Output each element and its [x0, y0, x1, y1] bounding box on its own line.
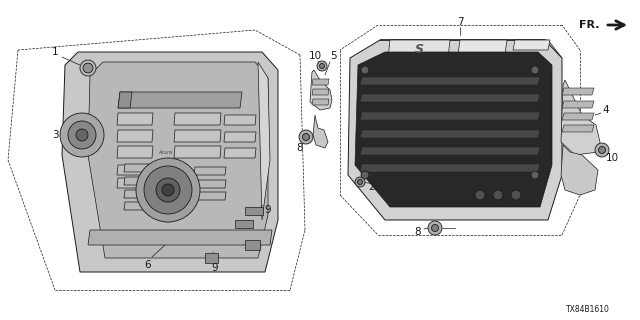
Text: 8: 8 — [297, 143, 303, 153]
Polygon shape — [88, 230, 272, 245]
Polygon shape — [312, 89, 329, 95]
Text: TX84B1610: TX84B1610 — [566, 306, 610, 315]
Circle shape — [319, 63, 324, 68]
Circle shape — [299, 130, 313, 144]
Text: 9: 9 — [212, 263, 218, 273]
Polygon shape — [348, 40, 562, 220]
Circle shape — [80, 60, 96, 76]
Polygon shape — [245, 240, 260, 250]
Polygon shape — [174, 130, 221, 142]
Polygon shape — [117, 113, 153, 125]
Circle shape — [68, 121, 96, 149]
Polygon shape — [118, 92, 132, 108]
Circle shape — [598, 147, 605, 154]
Text: 8: 8 — [415, 227, 421, 237]
Circle shape — [156, 178, 180, 202]
Polygon shape — [194, 167, 226, 175]
Polygon shape — [360, 94, 540, 102]
Circle shape — [431, 225, 438, 231]
Polygon shape — [224, 132, 256, 142]
Circle shape — [531, 171, 539, 179]
Polygon shape — [117, 130, 153, 142]
Circle shape — [475, 190, 485, 200]
Text: 4: 4 — [603, 105, 609, 115]
Circle shape — [83, 63, 93, 73]
Polygon shape — [313, 115, 328, 148]
Polygon shape — [118, 92, 242, 108]
Polygon shape — [194, 192, 226, 200]
Polygon shape — [310, 70, 332, 110]
Circle shape — [144, 166, 192, 214]
Circle shape — [162, 184, 174, 196]
Circle shape — [355, 177, 365, 187]
Polygon shape — [124, 190, 149, 198]
Polygon shape — [235, 220, 253, 228]
Polygon shape — [458, 40, 507, 54]
Circle shape — [60, 113, 104, 157]
Text: FR.: FR. — [579, 20, 600, 30]
Polygon shape — [258, 62, 270, 220]
Circle shape — [428, 221, 442, 235]
Circle shape — [358, 180, 362, 185]
Text: 5: 5 — [330, 51, 336, 61]
Circle shape — [317, 61, 327, 71]
Polygon shape — [561, 80, 600, 155]
Polygon shape — [194, 180, 226, 188]
Circle shape — [511, 190, 521, 200]
Polygon shape — [388, 40, 450, 58]
Polygon shape — [562, 113, 594, 120]
Polygon shape — [312, 79, 329, 85]
Polygon shape — [124, 164, 149, 172]
Polygon shape — [360, 77, 540, 85]
Text: S: S — [415, 43, 424, 55]
Text: 10: 10 — [308, 51, 321, 61]
Circle shape — [303, 133, 310, 140]
Circle shape — [136, 158, 200, 222]
Text: 3: 3 — [52, 130, 58, 140]
Circle shape — [493, 190, 503, 200]
Circle shape — [361, 66, 369, 74]
Polygon shape — [562, 88, 594, 95]
Polygon shape — [117, 165, 161, 175]
Circle shape — [595, 143, 609, 157]
Polygon shape — [117, 178, 161, 188]
Circle shape — [361, 171, 369, 179]
Circle shape — [531, 66, 539, 74]
Polygon shape — [561, 145, 598, 195]
Text: 1: 1 — [52, 47, 58, 57]
Text: 9: 9 — [265, 205, 271, 215]
Text: 10: 10 — [605, 153, 619, 163]
Text: 2: 2 — [369, 182, 375, 192]
Polygon shape — [513, 40, 550, 50]
Polygon shape — [205, 253, 218, 263]
Polygon shape — [360, 164, 540, 172]
Polygon shape — [360, 147, 540, 155]
Polygon shape — [562, 125, 594, 132]
Polygon shape — [62, 52, 278, 272]
Polygon shape — [124, 177, 149, 185]
Text: Acura: Acura — [158, 149, 172, 155]
Text: 6: 6 — [145, 260, 151, 270]
Polygon shape — [355, 52, 552, 207]
Polygon shape — [562, 101, 594, 108]
Polygon shape — [224, 148, 256, 158]
Polygon shape — [245, 207, 263, 215]
Polygon shape — [380, 40, 562, 58]
Polygon shape — [360, 112, 540, 120]
Text: 7: 7 — [457, 17, 463, 27]
Polygon shape — [360, 130, 540, 138]
Polygon shape — [174, 113, 221, 125]
Polygon shape — [224, 115, 256, 125]
Circle shape — [76, 129, 88, 141]
Polygon shape — [124, 202, 149, 210]
Polygon shape — [117, 146, 153, 158]
Polygon shape — [312, 99, 329, 105]
Polygon shape — [174, 146, 221, 158]
Polygon shape — [88, 62, 268, 258]
